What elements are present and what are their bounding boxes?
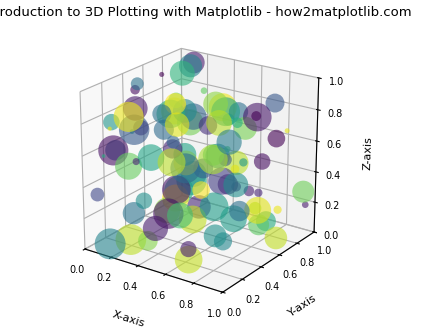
Y-axis label: Y-axis: Y-axis (286, 292, 318, 318)
X-axis label: X-axis: X-axis (111, 310, 146, 329)
Title: Introduction to 3D Plotting with Matplotlib - how2matplotlib.com: Introduction to 3D Plotting with Matplot… (0, 6, 412, 19)
